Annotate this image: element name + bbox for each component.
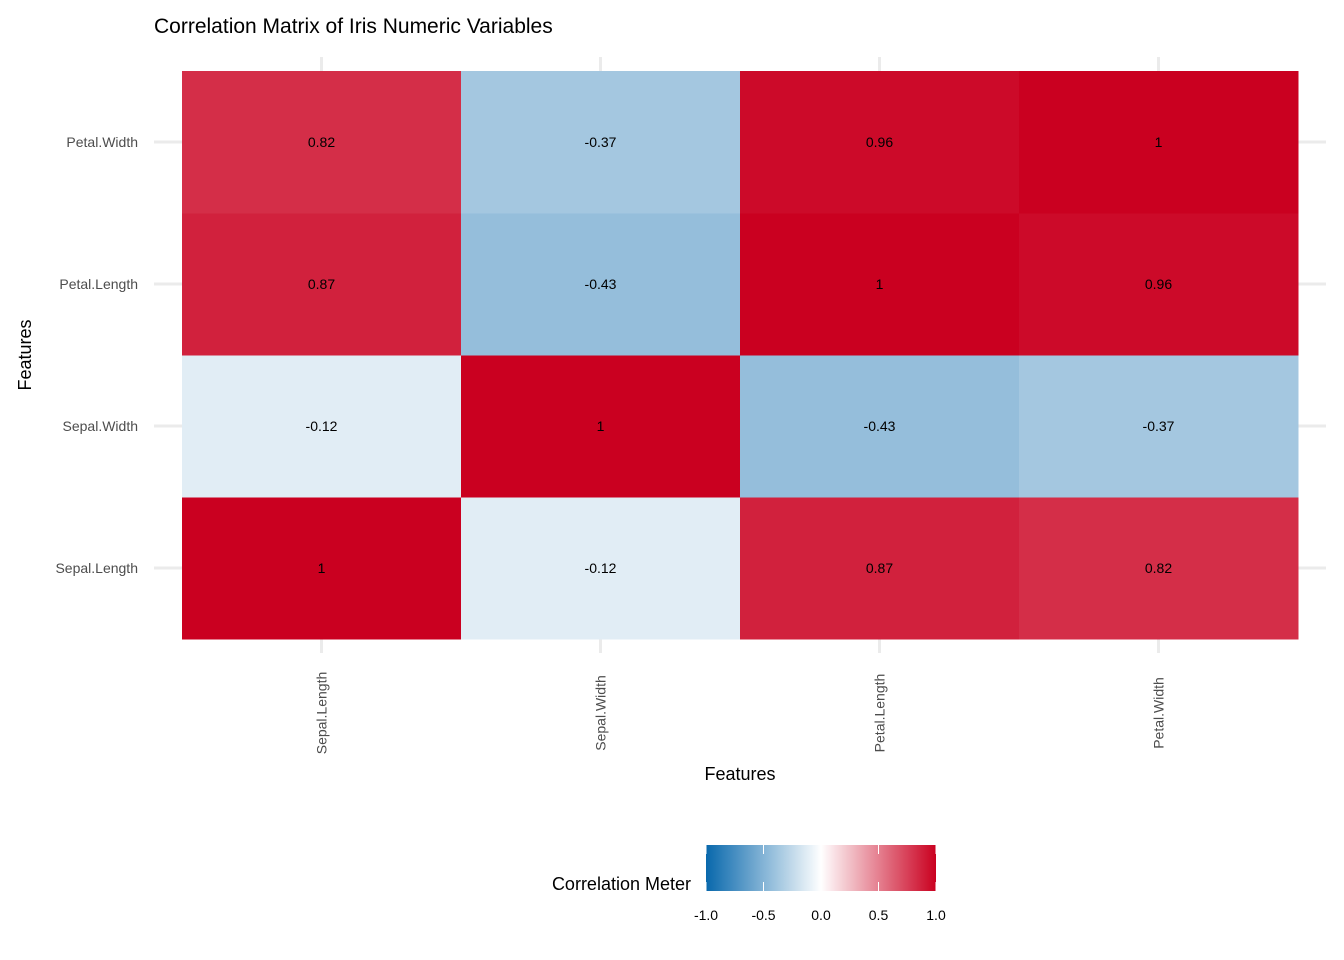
heatmap-cell — [740, 497, 1020, 640]
color-legend: Correlation Meter -1.0 -0.5 0.0 0.5 1.0 — [552, 845, 946, 923]
cell-value-label: 0.96 — [866, 134, 893, 150]
legend-tick-label: 0.5 — [869, 907, 889, 923]
cell-value-label: 0.96 — [1145, 276, 1172, 292]
cell-value-label: -0.43 — [585, 276, 617, 292]
heatmap-cell — [182, 355, 462, 498]
cell-value-label: 1 — [876, 276, 884, 292]
heatmap-cell — [740, 71, 1020, 214]
cell-value-label: 0.87 — [308, 276, 335, 292]
legend-tick-label: 0.0 — [811, 907, 831, 923]
y-axis-title: Features — [15, 319, 35, 390]
cell-value-label: -0.37 — [1143, 418, 1175, 434]
heatmap-cell — [461, 355, 741, 498]
y-tick-label: Petal.Length — [59, 276, 138, 292]
cell-value-label: -0.37 — [585, 134, 617, 150]
x-tick-label: Petal.Width — [1151, 677, 1167, 749]
legend-tick-label: -0.5 — [751, 907, 775, 923]
heatmap-cell — [461, 213, 741, 356]
heatmap-cell — [1019, 355, 1299, 498]
x-tick-label: Sepal.Width — [593, 675, 609, 750]
chart-title: Correlation Matrix of Iris Numeric Varia… — [154, 15, 553, 38]
cell-value-label: -0.43 — [864, 418, 896, 434]
legend-tick-label: 1.0 — [926, 907, 946, 923]
x-tick-label: Petal.Length — [872, 674, 888, 753]
cell-value-label: -0.12 — [306, 418, 338, 434]
y-axis-tick-labels: Sepal.Length Sepal.Width Petal.Length Petal… — [55, 134, 138, 576]
heatmap-cell — [182, 213, 462, 356]
heatmap-cell — [1019, 71, 1299, 214]
cell-value-label: 1 — [1155, 134, 1163, 150]
cell-value-label: 0.87 — [866, 560, 893, 576]
heatmap-cell — [740, 355, 1020, 498]
cell-value-label: 0.82 — [1145, 560, 1172, 576]
cell-value-label: 0.82 — [308, 134, 335, 150]
cell-value-label: 1 — [597, 418, 605, 434]
y-tick-label: Sepal.Length — [55, 560, 138, 576]
y-tick-label: Petal.Width — [66, 134, 138, 150]
x-axis-tick-labels: Sepal.Length Sepal.Width Petal.Length Petal… — [314, 672, 1167, 755]
legend-tick-label: -1.0 — [694, 907, 718, 923]
cell-value-labels: 1 -0.12 0.87 0.82 -0.12 1 -0.43 -0.37 0.87 -0.43 1… — [306, 134, 1175, 576]
x-axis-title: Features — [704, 764, 775, 784]
y-tick-label: Sepal.Width — [63, 418, 138, 434]
heatmap-cell — [182, 71, 462, 214]
heatmap-cell — [461, 71, 741, 214]
cell-value-label: -0.12 — [585, 560, 617, 576]
heatmap-cell — [1019, 213, 1299, 356]
heatmap-cell — [182, 497, 462, 640]
heatmap-cell — [1019, 497, 1299, 640]
heatmap-cell — [740, 213, 1020, 356]
legend-title: Correlation Meter — [552, 874, 691, 894]
heatmap-cells — [182, 71, 1299, 640]
x-tick-label: Sepal.Length — [314, 672, 330, 755]
cell-value-label: 1 — [318, 560, 326, 576]
legend-ticks: -1.0 -0.5 0.0 0.5 1.0 — [694, 845, 946, 923]
heatmap-cell — [461, 497, 741, 640]
